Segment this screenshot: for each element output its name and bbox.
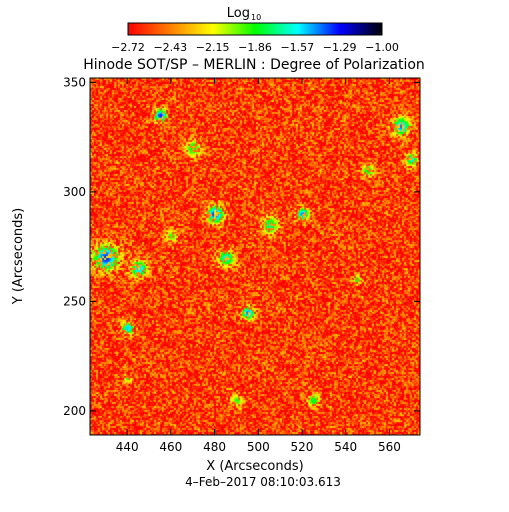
colorbar-tick-label: −2.72 <box>111 41 145 54</box>
colorbar-tick-label: −1.57 <box>280 41 314 54</box>
x-tick-label: 480 <box>203 440 226 454</box>
y-tick-label: 300 <box>63 185 86 199</box>
y-tick-label: 350 <box>63 75 86 89</box>
y-axis: 200 250 300 350 <box>63 75 420 418</box>
x-tick-label: 520 <box>291 440 314 454</box>
plot-frame <box>89 77 421 436</box>
colorbar-ticks: −2.72 −2.43 −2.15 −1.86 −1.57 −1.29 −1.00 <box>111 41 399 54</box>
heatmap-area <box>89 77 421 436</box>
x-tick-label: 560 <box>378 440 401 454</box>
colorbar-label-subscript: 10 <box>251 13 261 22</box>
colorbar-tick-label: −1.00 <box>365 41 399 54</box>
observation-timestamp: 4–Feb–2017 08:10:03.613 <box>185 475 341 489</box>
colorbar-label: Log <box>227 6 250 21</box>
y-axis-label: Y (Arcseconds) <box>11 208 26 305</box>
colorbar-tick-label: −1.86 <box>238 41 272 54</box>
x-tick-label: 500 <box>247 440 270 454</box>
colorbar-tick-label: −2.43 <box>153 41 187 54</box>
chart-title: Hinode SOT/SP – MERLIN : Degree of Polar… <box>83 57 425 73</box>
x-axis: 440 460 480 500 520 540 560 <box>116 78 401 454</box>
colorbar-tick-label: −1.29 <box>323 41 357 54</box>
x-tick-label: 540 <box>334 440 357 454</box>
y-tick-label: 250 <box>63 294 86 308</box>
y-tick-label: 200 <box>63 404 86 418</box>
x-tick-label: 440 <box>116 440 139 454</box>
x-tick-label: 460 <box>159 440 182 454</box>
heatmap-image <box>90 78 420 435</box>
colorbar-tick-label: −2.15 <box>196 41 230 54</box>
x-axis-label: X (Arcseconds) <box>206 459 303 474</box>
colorbar <box>127 22 383 36</box>
